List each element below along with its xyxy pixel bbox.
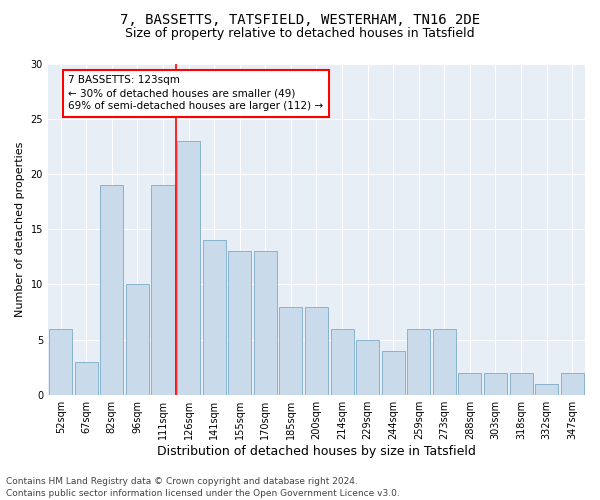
Bar [280,306,302,394]
Bar [203,240,226,394]
Bar [407,328,430,394]
Y-axis label: Number of detached properties: Number of detached properties [15,142,25,317]
Bar [433,328,456,394]
Bar [49,328,72,394]
Bar [151,186,175,394]
Text: 7 BASSETTS: 123sqm
← 30% of detached houses are smaller (49)
69% of semi-detache: 7 BASSETTS: 123sqm ← 30% of detached hou… [68,75,323,112]
Bar [126,284,149,395]
Bar [331,328,353,394]
Bar [382,350,404,395]
Bar [484,372,507,394]
Bar [535,384,558,394]
Bar [356,340,379,394]
Bar [254,252,277,394]
Text: Contains HM Land Registry data © Crown copyright and database right 2024.
Contai: Contains HM Land Registry data © Crown c… [6,476,400,498]
Bar [509,372,533,394]
Bar [177,141,200,395]
Bar [561,372,584,394]
Text: 7, BASSETTS, TATSFIELD, WESTERHAM, TN16 2DE: 7, BASSETTS, TATSFIELD, WESTERHAM, TN16 … [120,12,480,26]
Bar [458,372,481,394]
Bar [305,306,328,394]
Bar [75,362,98,394]
Bar [228,252,251,394]
X-axis label: Distribution of detached houses by size in Tatsfield: Distribution of detached houses by size … [157,444,476,458]
Text: Size of property relative to detached houses in Tatsfield: Size of property relative to detached ho… [125,28,475,40]
Bar [100,186,124,394]
